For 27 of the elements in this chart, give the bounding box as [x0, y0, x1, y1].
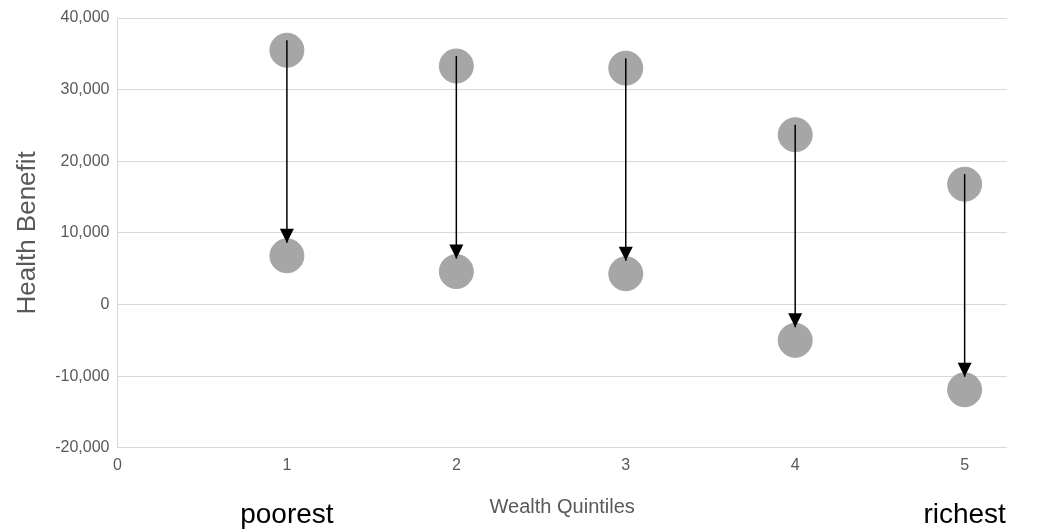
x-tick-label: 2: [451, 455, 461, 473]
point: [947, 166, 983, 202]
point: [947, 372, 983, 408]
x-tick-label: 0: [113, 455, 123, 473]
y-tick-label: -10,000: [55, 366, 110, 384]
point: [608, 50, 644, 86]
x-axis-title: Wealth Quintiles: [489, 494, 635, 517]
y-tick-label: 30,000: [60, 80, 110, 98]
x-tick-label: 5: [960, 455, 970, 473]
x-tick-label: 3: [621, 455, 631, 473]
point: [269, 32, 305, 68]
y-axis-title: Health Benefit: [10, 150, 41, 315]
point: [777, 117, 813, 153]
y-tick-label: -20,000: [55, 438, 110, 456]
point: [438, 48, 474, 84]
point: [438, 254, 474, 290]
point: [777, 322, 813, 358]
text: richest: [923, 498, 1007, 529]
x-tick-label: 1: [282, 455, 292, 473]
y-tick-label: 10,000: [60, 223, 110, 241]
y-tick-label: 0: [100, 294, 110, 312]
y-tick-label: 40,000: [60, 8, 110, 26]
x-tick-label: 4: [790, 455, 800, 473]
point: [269, 238, 305, 274]
y-tick-label: 20,000: [60, 151, 110, 169]
point: [608, 256, 644, 292]
text: poorest: [240, 498, 334, 529]
